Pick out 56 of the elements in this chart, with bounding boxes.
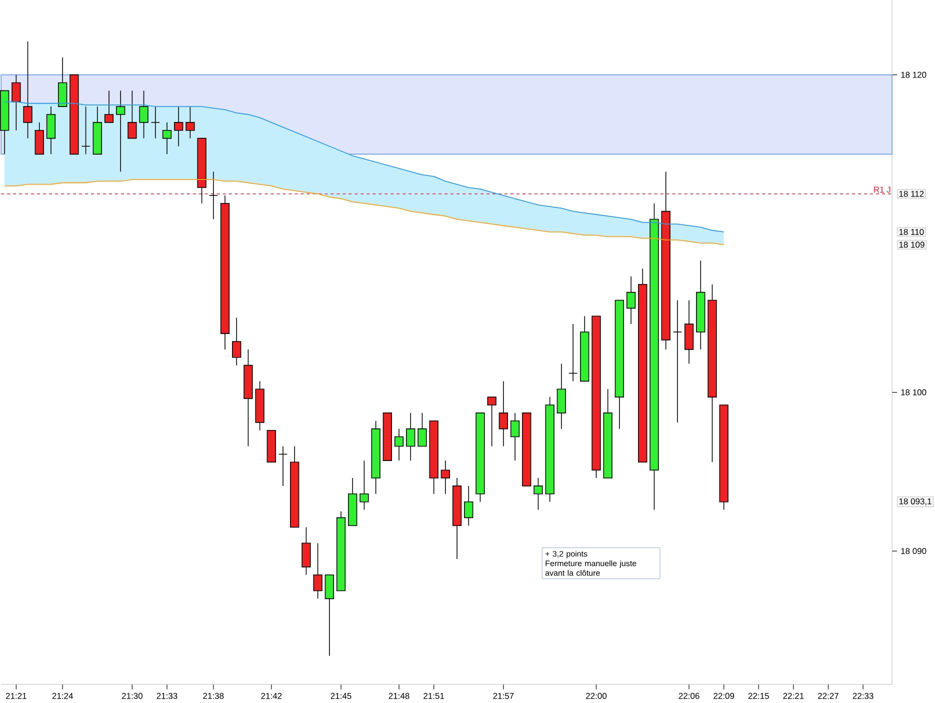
x-tick-label: 22:09 <box>714 692 734 699</box>
y-tick-label: 18 120 <box>901 72 926 78</box>
candlestick <box>150 106 160 139</box>
candlestick <box>23 40 32 139</box>
x-tick-label: 21:33 <box>156 692 178 699</box>
candlestick <box>302 526 311 576</box>
candlestick <box>360 460 369 510</box>
candlestick <box>104 90 114 123</box>
candlestick <box>510 412 520 461</box>
candlestick <box>324 574 334 656</box>
candlestick <box>34 122 44 154</box>
candlestick <box>46 106 56 154</box>
candlestick <box>128 90 137 139</box>
x-tick-label: 22:27 <box>818 692 838 699</box>
text: 18 109 <box>899 241 924 248</box>
y-tick-label: 18 100 <box>901 389 926 396</box>
candlestick <box>186 106 195 139</box>
x-tick-label: 22:06 <box>678 692 700 699</box>
x-tick-label: 22:15 <box>748 692 769 699</box>
candlestick <box>487 396 496 446</box>
x-tick-label: 21:48 <box>388 692 410 699</box>
candlestick <box>406 412 416 461</box>
x-tick-label: 21:42 <box>261 692 282 699</box>
candlestick <box>162 122 172 154</box>
x-tick-label: 22:33 <box>852 692 874 699</box>
candlestick <box>313 542 322 599</box>
text: 18 093,1 <box>899 498 932 506</box>
y-tick-label: 18 090 <box>901 548 926 554</box>
x-tick-label: 21:21 <box>6 692 26 699</box>
candlestick <box>58 56 68 107</box>
candlestick <box>232 317 242 366</box>
candlestick <box>139 90 148 139</box>
x-tick-label: 21:57 <box>493 692 514 699</box>
x-tick-label: 21:30 <box>122 692 142 699</box>
x-tick-label: 21:38 <box>203 692 224 699</box>
candlestick <box>672 300 682 423</box>
text: 18 110 <box>899 228 924 235</box>
x-tick-label: 22:00 <box>586 692 607 699</box>
candlestick <box>116 90 126 172</box>
x-tick-label: 21:24 <box>52 692 73 699</box>
candlestick <box>534 477 543 510</box>
x-tick-label: 21:45 <box>330 692 352 699</box>
candlestick <box>498 380 508 446</box>
candlestick <box>626 276 636 324</box>
text: 18 112 <box>899 190 924 197</box>
ref-line-label: R1 J <box>874 186 890 192</box>
candlestick <box>12 74 21 131</box>
x-tick-label: 22:21 <box>783 692 804 699</box>
candlestick <box>440 460 450 494</box>
candlestick <box>556 363 566 430</box>
x-tick-label: 21:51 <box>424 692 444 699</box>
candlestick <box>208 171 218 220</box>
candlestick <box>394 428 404 461</box>
candlestick <box>464 485 474 526</box>
candlestick <box>174 106 184 146</box>
candlestick <box>418 412 427 446</box>
